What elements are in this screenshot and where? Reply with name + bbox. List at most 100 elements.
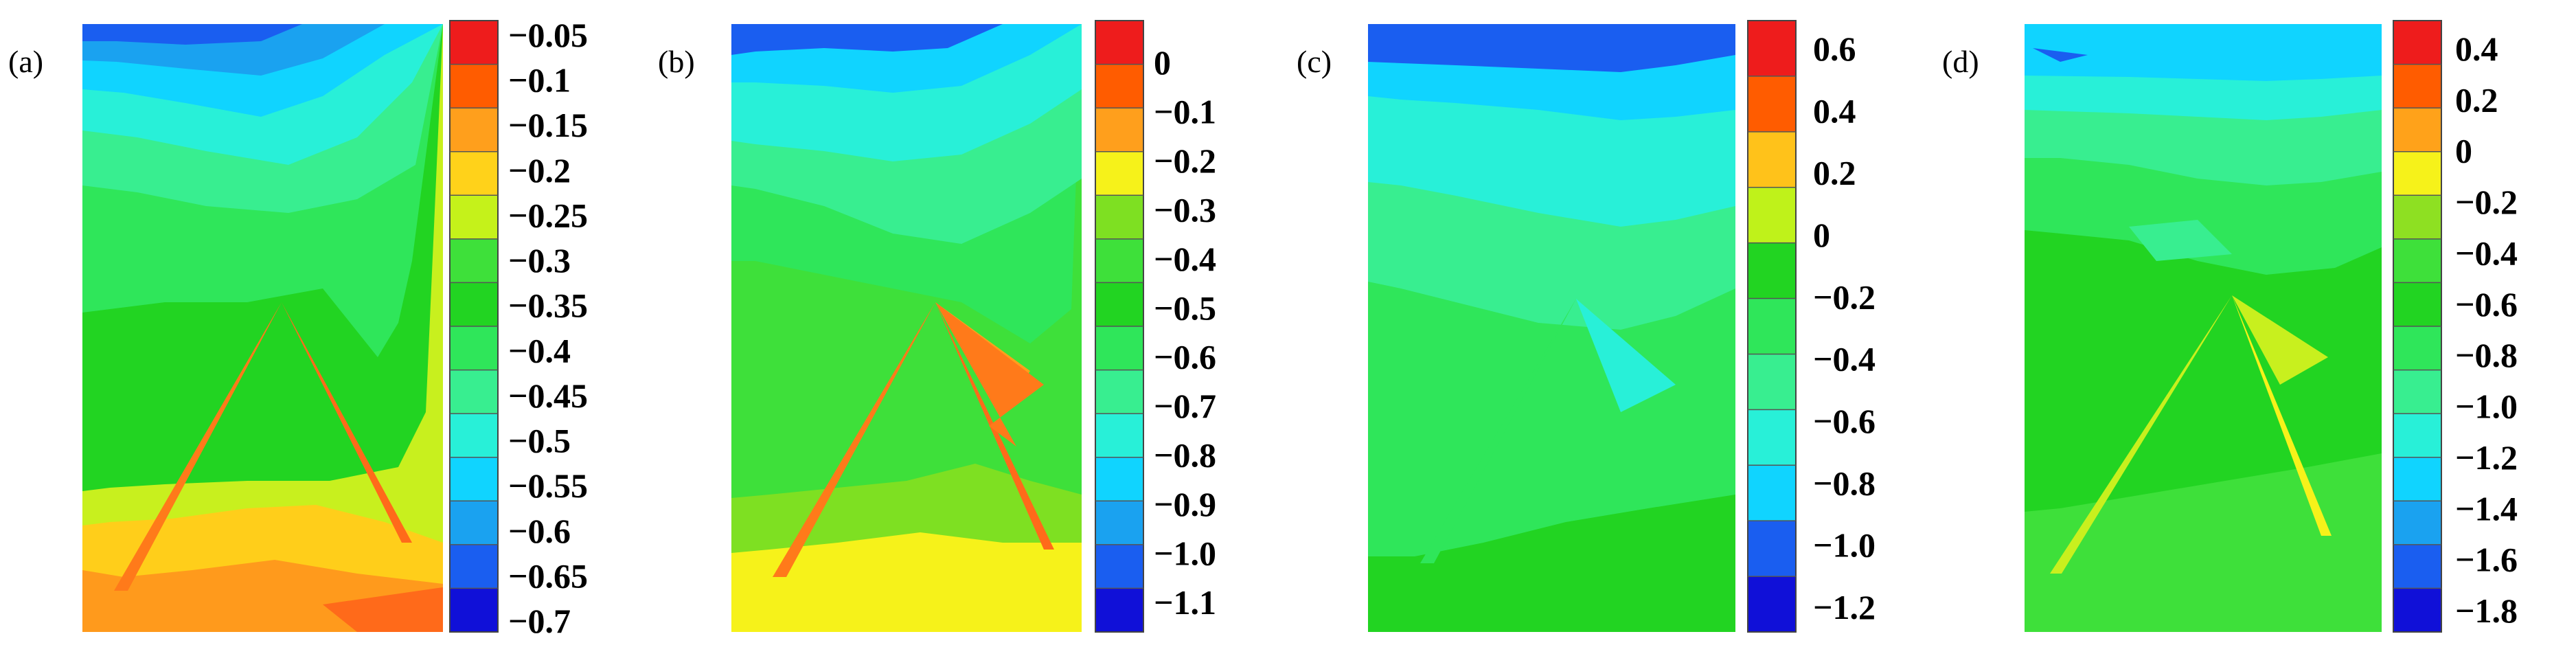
panel-b-colorbar-ticks: 0 −0.1 −0.2 −0.3 −0.4 −0.5 −0.6 −0.7 −0.8 −0.9 −1.…	[1154, 43, 1216, 622]
panel-d-colorbar-swatches	[2393, 20, 2442, 633]
colorbar-tick-label: −0.4	[1813, 340, 1876, 378]
colorbar-swatch	[2393, 108, 2441, 152]
colorbar-swatch	[2393, 414, 2441, 458]
colorbar-tick-label: −1.8	[2455, 591, 2518, 630]
colorbar-swatch	[450, 64, 498, 109]
colorbar-swatch	[1748, 131, 1796, 188]
panel-d-colorbar-ticks: 0.4 0.2 0 −0.2 −0.4 −0.6 −0.8 −1.0 −1.2 −1.4 −1.6 −…	[2455, 30, 2518, 630]
colorbar-tick-label: −1.2	[1813, 588, 1876, 626]
colorbar-swatch	[1095, 544, 1143, 589]
colorbar-tick-label: −0.6	[508, 512, 571, 550]
colorbar-tick-label: 0.2	[1813, 154, 1856, 192]
colorbar-swatch	[450, 21, 498, 65]
colorbar-swatch	[1748, 576, 1796, 633]
colorbar-tick-label: −0.3	[1154, 190, 1216, 229]
panel-c-colorbar-ticks: 0.6 0.4 0.2 0 −0.2 −0.4 −0.6 −0.8 −1.0 −1.2	[1813, 30, 1876, 626]
colorbar-tick-label: −0.8	[1154, 436, 1216, 475]
colorbar-swatch	[1748, 187, 1796, 244]
colorbar-tick-label: 0	[1813, 216, 1830, 254]
panel-d-contour-plot	[2025, 24, 2382, 632]
colorbar-swatch	[1748, 21, 1796, 77]
colorbar-swatch	[450, 588, 498, 633]
colorbar-swatch	[450, 108, 498, 152]
panel-c: (c) 0.6 0.4 0.2 0 −0.2 −0.4 −0.6 −0.8 −1.0 −1.2	[1297, 20, 1876, 633]
colorbar-swatch	[450, 282, 498, 327]
colorbar-swatch	[450, 370, 498, 414]
colorbar-tick-label: −0.35	[508, 286, 588, 325]
colorbar-swatch	[1095, 64, 1143, 109]
colorbar-swatch	[2393, 238, 2441, 283]
colorbar-tick-label: 0.4	[2455, 30, 2498, 68]
panel-a-colorbar-ticks: −0.05 −0.1 −0.15 −0.2 −0.25 −0.3 −0.35 −0.4 −0.4…	[508, 16, 588, 640]
panel-b: (b) 0 −0.1 −0.2 −0.3 −0.4 −0.5 −0.6 −0.7 −0.8 −0.…	[658, 20, 1216, 633]
panel-b-colorbar: 0 −0.1 −0.2 −0.3 −0.4 −0.5 −0.6 −0.7 −0.8 −0.9 −1.…	[1095, 20, 1216, 633]
colorbar-swatch	[1095, 195, 1143, 240]
colorbar-tick-label: −0.7	[1154, 387, 1216, 425]
colorbar-swatch	[1748, 242, 1796, 299]
colorbar-swatch	[2393, 326, 2441, 371]
colorbar-tick-label: −0.2	[2455, 183, 2518, 221]
colorbar-swatch	[2393, 588, 2441, 633]
panel-d-colorbar: 0.4 0.2 0 −0.2 −0.4 −0.6 −0.8 −1.0 −1.2 −1.4 −1.6 −…	[2393, 20, 2518, 633]
colorbar-swatch	[1095, 326, 1143, 371]
colorbar-tick-label: 0.2	[2455, 80, 2498, 119]
colorbar-tick-label: −0.2	[1813, 278, 1876, 316]
colorbar-swatch	[1095, 151, 1143, 196]
colorbar-swatch	[450, 501, 498, 545]
colorbar-tick-label: −0.6	[1154, 338, 1216, 376]
colorbar-tick-label: −0.45	[508, 376, 588, 415]
colorbar-tick-label: −0.4	[2455, 234, 2518, 272]
colorbar-tick-label: −0.55	[508, 466, 588, 505]
colorbar-border	[1747, 20, 1797, 633]
colorbar-swatch	[450, 151, 498, 196]
panel-c-label: (c)	[1297, 44, 1332, 79]
colorbar-swatch	[1748, 354, 1796, 410]
colorbar-tick-label: −0.9	[1154, 485, 1216, 523]
colorbar-swatch	[450, 326, 498, 371]
panel-a-colorbar: −0.05 −0.1 −0.15 −0.2 −0.25 −0.3 −0.35 −0.4 −0.4…	[449, 16, 588, 640]
colorbar-swatch	[2393, 544, 2441, 589]
colorbar-tick-label: 0	[1154, 43, 1171, 82]
colorbar-swatch	[450, 414, 498, 458]
colorbar-tick-label: −0.7	[508, 602, 571, 640]
colorbar-swatch	[2393, 370, 2441, 414]
panel-a: (a) −0.05 −0.1 −0.15 −0.2 −0.25 −0.3 −0.35 −0.4…	[8, 16, 588, 640]
colorbar-swatch	[2393, 151, 2441, 196]
panel-d-label: (d)	[1942, 44, 1979, 79]
panel-a-contour-plot	[82, 24, 443, 632]
panel-a-label: (a)	[8, 44, 43, 79]
colorbar-swatch	[450, 195, 498, 240]
panel-c-colorbar-swatches	[1747, 20, 1797, 633]
panel-b-contour-plot	[731, 24, 1082, 632]
colorbar-tick-label: −1.0	[1813, 526, 1876, 565]
colorbar-tick-label: −1.6	[2455, 541, 2518, 579]
colorbar-tick-label: −1.1	[1154, 583, 1216, 622]
colorbar-swatch	[450, 238, 498, 283]
colorbar-tick-label: −0.4	[1154, 240, 1216, 278]
colorbar-swatch	[2393, 21, 2441, 65]
panel-c-contour-plot	[1368, 24, 1735, 632]
colorbar-tick-label: −0.65	[508, 556, 588, 595]
colorbar-swatch	[450, 544, 498, 589]
colorbar-tick-label: −1.0	[1154, 534, 1216, 573]
colorbar-tick-label: −1.2	[2455, 438, 2518, 477]
colorbar-tick-label: −0.6	[2455, 285, 2518, 324]
colorbar-swatch	[1095, 457, 1143, 501]
colorbar-tick-label: −0.8	[2455, 336, 2518, 374]
colorbar-tick-label: 0.4	[1813, 91, 1856, 130]
colorbar-swatch	[1095, 238, 1143, 283]
colorbar-swatch	[1748, 465, 1796, 521]
colorbar-swatch	[2393, 282, 2441, 327]
colorbar-tick-label: −0.4	[508, 331, 571, 370]
colorbar-tick-label: −0.2	[508, 151, 571, 190]
colorbar-swatch	[1748, 409, 1796, 466]
colorbar-tick-label: −1.4	[2455, 489, 2518, 528]
colorbar-swatch	[1095, 588, 1143, 633]
colorbar-tick-label: −0.1	[1154, 92, 1216, 131]
colorbar-swatch	[1095, 282, 1143, 327]
panel-a-colorbar-swatches	[449, 20, 499, 633]
colorbar-tick-label: −0.5	[1154, 289, 1216, 327]
colorbar-tick-label: −0.8	[1813, 464, 1876, 502]
colorbar-swatch	[1095, 501, 1143, 545]
colorbar-swatch	[2393, 195, 2441, 240]
